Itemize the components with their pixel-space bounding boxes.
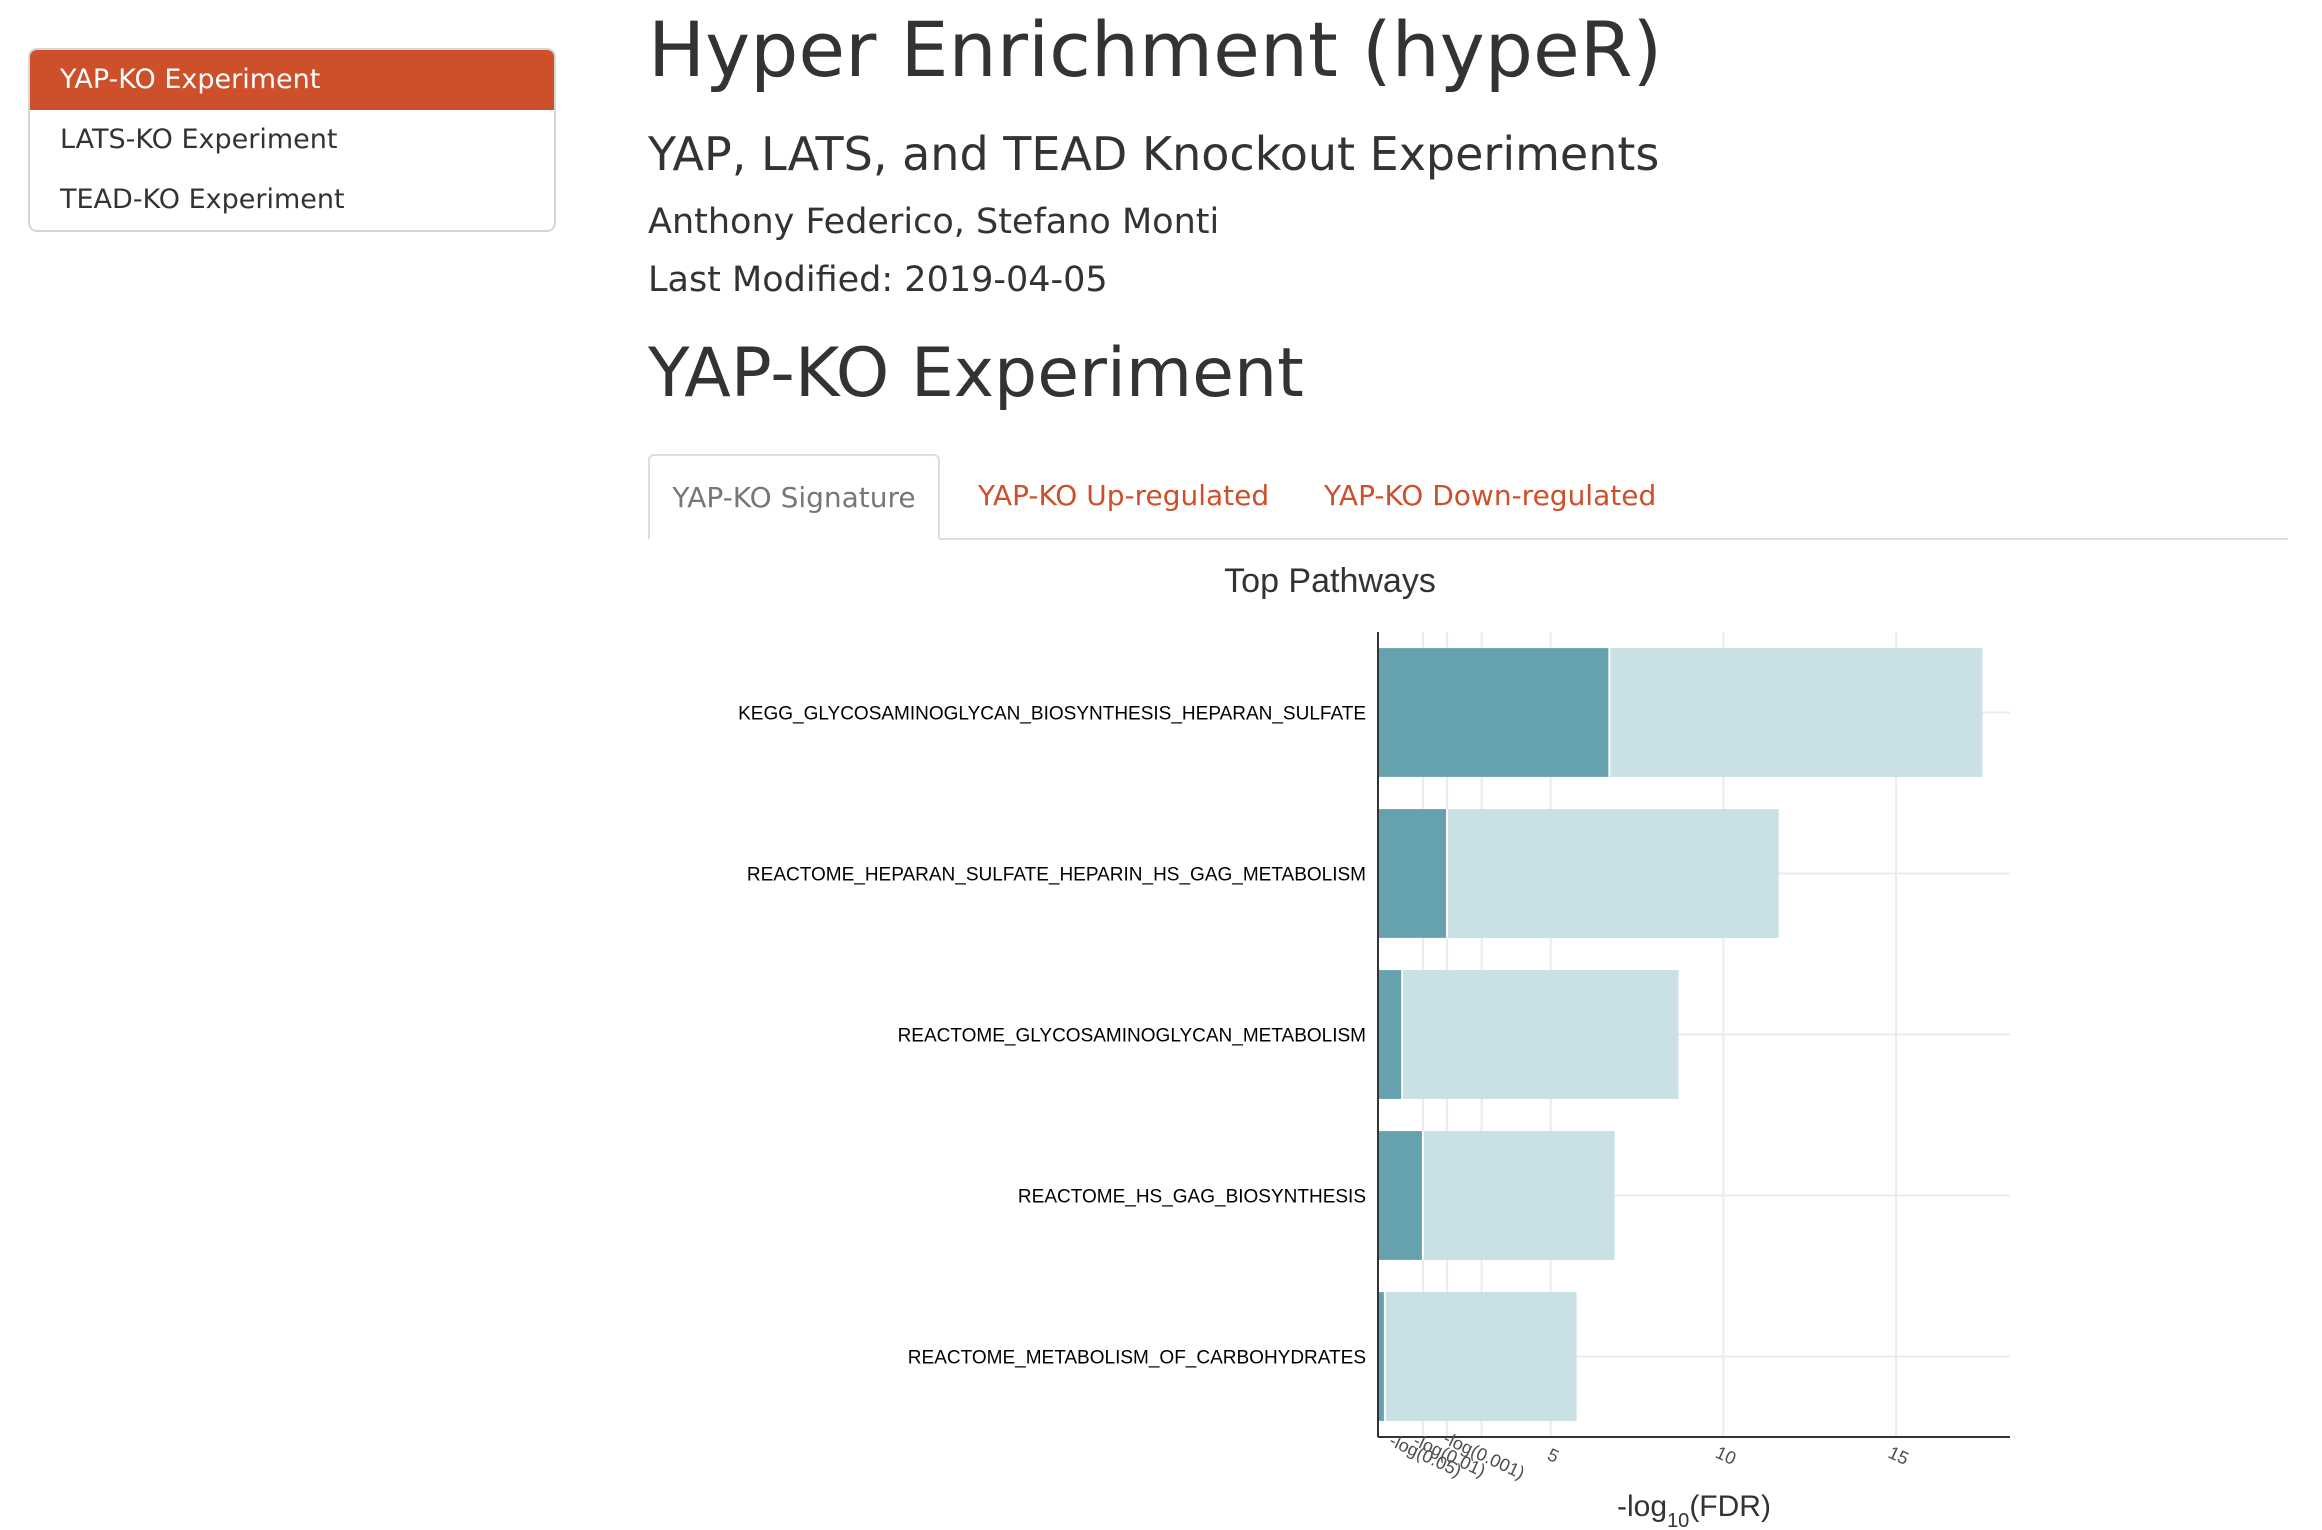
bar-dark-2 [1378,970,1403,1099]
x-tick-label-5: 15 [1885,1442,1912,1469]
tab-bar: YAP-KO Signature YAP-KO Up-regulated YAP… [648,454,2288,540]
bar-dark-1 [1378,809,1448,938]
category-label-2: REACTOME_GLYCOSAMINOGLYCAN_METABOLISM [898,1026,1366,1047]
page-subtitle: YAP, LATS, and TEAD Knockout Experiments [648,127,1660,181]
toc-item-yap-ko[interactable]: YAP-KO Experiment [30,50,554,110]
page-title: Hyper Enrichment (hypeR) [648,5,1663,94]
tab-yap-ko-signature[interactable]: YAP-KO Signature [648,454,940,540]
bar-dark-0 [1378,648,1610,777]
bar-dark-4 [1378,1292,1385,1421]
bar-light-3 [1422,1131,1615,1260]
toc-sidebar: YAP-KO Experiment LATS-KO Experiment TEA… [28,48,556,232]
author-line: Anthony Federico, Stefano Monti [648,202,1220,242]
section-title: YAP-KO Experiment [648,334,1304,413]
chart-title: Top Pathways [1224,562,1436,600]
bar-light-0 [1609,648,1983,777]
x-tick-label-3: 5 [1544,1444,1562,1466]
bar-dark-3 [1378,1131,1423,1260]
last-modified-date: Last Modified: 2019-04-05 [648,260,1108,300]
tab-yap-ko-up-regulated[interactable]: YAP-KO Up-regulated [978,479,1270,512]
x-axis-label: -log10(FDR) [1617,1490,1771,1530]
category-label-0: KEGG_GLYCOSAMINOGLYCAN_BIOSYNTHESIS_HEPA… [738,704,1366,725]
category-label-1: REACTOME_HEPARAN_SULFATE_HEPARIN_HS_GAG_… [747,865,1366,886]
toc-item-lats-ko[interactable]: LATS-KO Experiment [60,124,338,155]
bar-light-2 [1402,970,1679,1099]
toc-item-tead-ko[interactable]: TEAD-KO Experiment [60,184,345,215]
x-tick-label-4: 10 [1713,1442,1740,1469]
bar-light-4 [1384,1292,1577,1421]
bar-light-1 [1447,809,1779,938]
category-label-4: REACTOME_METABOLISM_OF_CARBOHYDRATES [908,1348,1366,1369]
tab-yap-ko-down-regulated[interactable]: YAP-KO Down-regulated [1324,479,1657,512]
category-label-3: REACTOME_HS_GAG_BIOSYNTHESIS [1018,1187,1366,1208]
top-pathways-chart: Top Pathways KEGG_GLYCOSAMINOGLYCAN_BIOSY… [738,562,2010,1530]
